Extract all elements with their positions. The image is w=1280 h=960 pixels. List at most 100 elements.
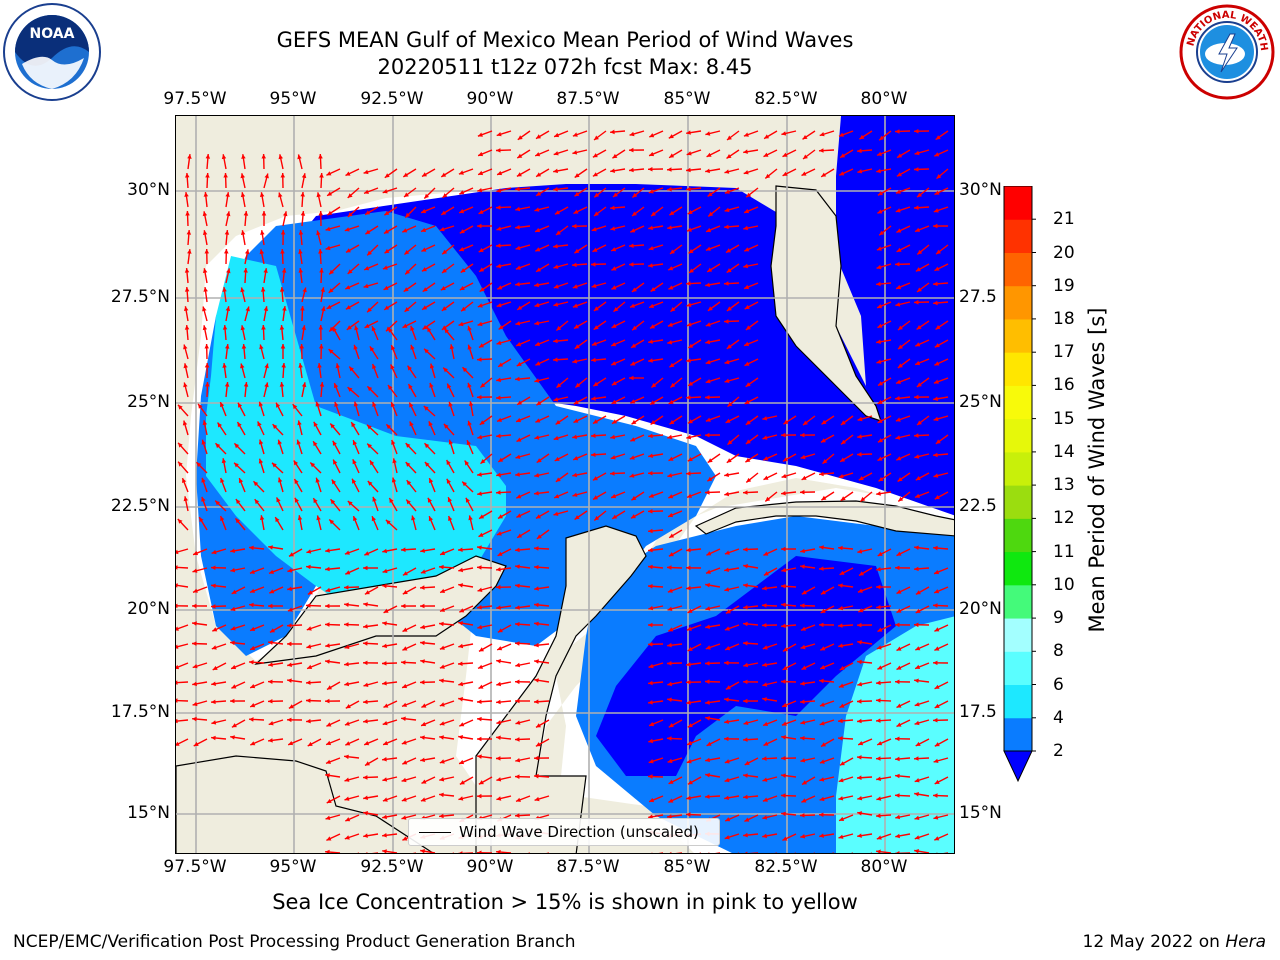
wave-arrow-head xyxy=(554,210,560,215)
wave-arrow-head xyxy=(404,192,409,197)
wave-arrow-head xyxy=(192,664,198,669)
wave-arrow-head xyxy=(687,457,693,462)
wave-arrow-head xyxy=(220,478,225,483)
wave-arrow-head xyxy=(667,187,672,192)
wave-arrow-head xyxy=(669,419,675,425)
wave-arrow-head xyxy=(877,665,883,670)
wave-arrow-head xyxy=(896,228,902,233)
wave-arrow-head xyxy=(496,377,501,383)
wave-arrow-head xyxy=(347,269,353,274)
wave-arrow-head xyxy=(534,491,539,496)
wave-arrow-head xyxy=(365,229,371,235)
wave-arrow-head xyxy=(917,420,922,425)
wave-arrow-head xyxy=(686,759,692,764)
wave-arrow-head xyxy=(467,382,472,388)
wave-arrow-head xyxy=(516,494,522,499)
colorbar-tick-label: 8 xyxy=(1053,641,1064,662)
wave-arrow-head xyxy=(536,134,541,139)
wave-arrow-head xyxy=(178,461,183,467)
colorbar-tick-label: 17 xyxy=(1053,342,1075,363)
wave-arrow-head xyxy=(572,472,578,478)
wave-arrow-head xyxy=(591,452,596,457)
wave-arrow-head xyxy=(611,342,617,347)
wave-arrow-head xyxy=(278,154,283,160)
wave-arrow-head xyxy=(424,348,429,354)
wave-arrow-head xyxy=(611,285,617,290)
wave-arrow-head xyxy=(705,794,710,799)
wave-arrow-head xyxy=(649,151,655,157)
wave-arrow-head xyxy=(782,152,788,157)
lat-label-right: 20°N xyxy=(959,599,1002,619)
wave-arrow-head xyxy=(406,480,412,486)
wave-arrow-head xyxy=(363,565,368,571)
wave-arrow-head xyxy=(649,721,655,727)
wave-arrow-head xyxy=(201,439,206,445)
wave-arrow-head xyxy=(840,153,846,158)
wave-arrow-head xyxy=(422,305,428,310)
wave-arrow-head xyxy=(553,302,559,307)
wave-arrow-head xyxy=(933,452,938,458)
wave-arrow-head xyxy=(594,135,599,140)
wave-arrow-head xyxy=(249,660,254,665)
wave-arrow-head xyxy=(686,186,691,192)
wave-arrow-head xyxy=(287,662,292,667)
wave-arrow-head xyxy=(328,288,334,293)
wave-arrow-head xyxy=(857,588,863,593)
wave-arrow-head xyxy=(743,564,748,569)
wave-arrow-head xyxy=(307,741,313,746)
wave-arrow-head xyxy=(857,718,862,724)
wave-arrow-head xyxy=(496,567,501,572)
wave-arrow-head xyxy=(318,211,323,216)
wave-arrow-head xyxy=(259,249,265,255)
wave-arrow xyxy=(176,681,189,684)
wave-arrow-head xyxy=(496,531,502,536)
wave-arrow-head xyxy=(803,420,808,426)
wave-arrow-head xyxy=(515,321,521,326)
wave-arrow-head xyxy=(897,363,903,368)
wave-arrow-head xyxy=(333,459,338,465)
lat-label-left: 22.5°N xyxy=(110,496,170,516)
wave-arrow-head xyxy=(345,704,351,709)
wave-arrow-head xyxy=(390,364,395,370)
wave-arrow-head xyxy=(879,230,885,236)
wave-arrow-head xyxy=(477,132,483,137)
wave-arrow-head xyxy=(301,325,306,330)
wave-arrow-head xyxy=(857,622,862,628)
wave-arrow-head xyxy=(743,583,748,588)
wave-arrow-head xyxy=(629,147,634,153)
wave-arrow-head xyxy=(933,603,938,608)
wave-arrow-head xyxy=(496,148,501,153)
wave-arrow-head xyxy=(838,834,844,839)
wave-arrow-head xyxy=(689,268,694,273)
wave-arrow-head xyxy=(933,281,938,287)
wave-arrow-head xyxy=(819,566,824,571)
colorbar-segment xyxy=(1004,352,1032,386)
wave-arrow-head xyxy=(800,489,805,495)
wave-arrow-head xyxy=(610,205,615,211)
wave-arrow-head xyxy=(388,385,393,390)
wave-arrow-head xyxy=(592,172,598,177)
wave-arrow-head xyxy=(211,604,216,609)
wave-arrow xyxy=(737,852,739,853)
wave-arrow xyxy=(851,852,853,853)
wave-arrow-head xyxy=(405,462,411,467)
wave-arrow-head xyxy=(781,567,787,573)
wave-arrow-head xyxy=(439,227,445,232)
wave-arrow-head xyxy=(705,131,711,136)
wave-arrow-head xyxy=(630,303,635,308)
wave-arrow-head xyxy=(365,761,370,766)
wave-arrow-head xyxy=(458,621,463,626)
wave-arrow-head xyxy=(687,780,693,785)
wave-arrow-head xyxy=(250,645,256,651)
wave-arrow-head xyxy=(467,325,472,331)
wave-arrow xyxy=(943,852,948,853)
wave-arrow-head xyxy=(515,622,520,627)
wave-arrow-head xyxy=(478,664,483,669)
wave-arrow-head xyxy=(762,777,768,782)
wave-arrow-head xyxy=(762,645,768,650)
wave-arrow xyxy=(176,699,189,702)
wave-arrow-head xyxy=(743,547,748,552)
wave-arrow-head xyxy=(319,382,325,387)
wave-arrow-head xyxy=(819,759,825,764)
wave-arrow-head xyxy=(553,264,559,269)
